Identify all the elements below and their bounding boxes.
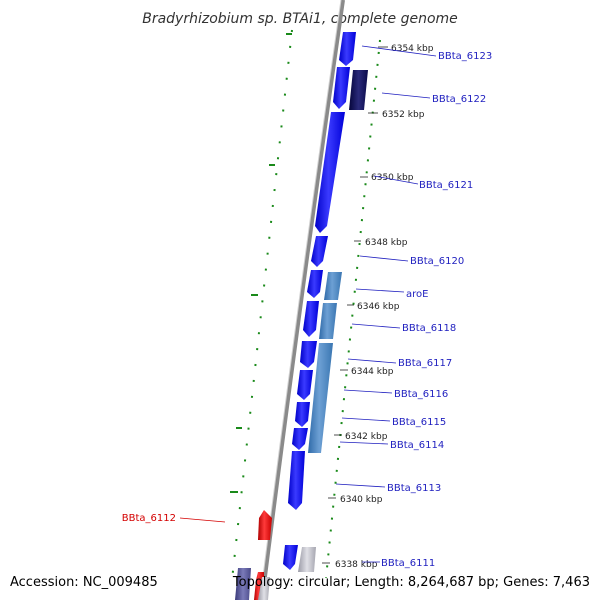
gene-feature[interactable] bbox=[295, 402, 310, 427]
gene-label-bbta-6123[interactable]: BBta_6123 bbox=[438, 51, 492, 62]
gc-skew-inner-track bbox=[231, 29, 293, 581]
gene-feature[interactable] bbox=[235, 568, 251, 600]
gene-label-bbta-6113[interactable]: BBta_6113 bbox=[387, 483, 441, 494]
gene-label-bbta-6111[interactable]: BBta_6111 bbox=[381, 558, 435, 569]
forward-strand-genes bbox=[283, 32, 356, 570]
leader-line bbox=[373, 175, 419, 185]
kbp-tick-label: 6344 kbp bbox=[351, 367, 394, 377]
gene-label-bbta-6117[interactable]: BBta_6117 bbox=[398, 358, 452, 369]
gene-label-bbta-6116[interactable]: BBta_6116 bbox=[394, 389, 448, 400]
gene-feature[interactable] bbox=[298, 547, 316, 572]
genome-backbone-highlight bbox=[259, 0, 342, 600]
genome-backbone bbox=[260, 0, 345, 600]
kbp-tick-label: 6340 kbp bbox=[340, 495, 383, 505]
gene-feature[interactable] bbox=[258, 577, 270, 600]
kbp-tick-label: 6348 kbp bbox=[365, 238, 408, 248]
leader-line bbox=[335, 483, 386, 488]
position-ticks: 6354 kbp 6352 kbp 6350 kbp 6348 kbp 6346… bbox=[322, 44, 434, 570]
gene-feature[interactable] bbox=[333, 67, 350, 109]
leader-line bbox=[347, 358, 397, 364]
leader-line bbox=[359, 255, 409, 262]
kbp-tick-label: 6342 kbp bbox=[345, 432, 388, 442]
leader-line bbox=[351, 323, 401, 329]
kbp-tick-label: 6338 kbp bbox=[335, 560, 378, 570]
gene-feature[interactable] bbox=[319, 303, 337, 339]
gene-feature[interactable] bbox=[307, 270, 323, 298]
leader-line bbox=[179, 517, 226, 523]
leader-line bbox=[339, 441, 389, 445]
gene-feature[interactable] bbox=[339, 32, 356, 66]
kbp-tick-label: 6354 kbp bbox=[391, 44, 434, 54]
gene-label-bbta-6114[interactable]: BBta_6114 bbox=[390, 440, 444, 451]
gene-feature[interactable] bbox=[349, 70, 368, 110]
gene-feature[interactable] bbox=[288, 451, 305, 510]
gene-feature[interactable] bbox=[308, 343, 333, 453]
gene-feature[interactable] bbox=[283, 545, 298, 570]
leader-line bbox=[381, 92, 431, 99]
kbp-tick-label: 6350 kbp bbox=[371, 173, 414, 183]
gene-label-bbta-6118[interactable]: BBta_6118 bbox=[402, 323, 456, 334]
gene-feature[interactable] bbox=[315, 112, 345, 233]
gene-labels: BBta_6123 BBta_6122 BBta_6121 BBta_6120 … bbox=[122, 51, 492, 569]
gene-label-bbta-6112[interactable]: BBta_6112 bbox=[122, 513, 176, 524]
leader-line bbox=[355, 288, 405, 293]
gene-feature[interactable] bbox=[311, 236, 328, 267]
gene-feature[interactable] bbox=[324, 272, 342, 300]
map-title: Bradyrhizobium sp. BTAi1, complete genom… bbox=[142, 11, 458, 27]
leader-line bbox=[343, 389, 393, 394]
gene-feature-bbta-6112[interactable] bbox=[258, 510, 272, 540]
leader-line bbox=[361, 45, 437, 57]
gene-feature[interactable] bbox=[300, 341, 317, 368]
gene-label-bbta-6121[interactable]: BBta_6121 bbox=[419, 180, 473, 191]
gene-label-bbta-6120[interactable]: BBta_6120 bbox=[410, 256, 464, 267]
gene-label-bbta-6115[interactable]: BBta_6115 bbox=[392, 417, 446, 428]
genome-summary-text: Topology: circular; Length: 8,264,687 bp… bbox=[232, 575, 590, 590]
gene-feature[interactable] bbox=[303, 301, 319, 337]
kbp-tick-label: 6352 kbp bbox=[382, 110, 425, 120]
leader-line bbox=[341, 417, 391, 422]
steel-strand-genes bbox=[308, 272, 342, 453]
gene-feature[interactable] bbox=[292, 428, 308, 450]
accession-text: Accession: NC_009485 bbox=[10, 575, 158, 590]
gene-label-aroe[interactable]: aroE bbox=[406, 289, 428, 300]
kbp-tick-label: 6346 kbp bbox=[357, 302, 400, 312]
gene-label-bbta-6122[interactable]: BBta_6122 bbox=[432, 94, 486, 105]
gene-feature[interactable] bbox=[297, 370, 313, 400]
gc-skew-track bbox=[230, 29, 381, 581]
gene-label-leaders bbox=[179, 45, 437, 563]
